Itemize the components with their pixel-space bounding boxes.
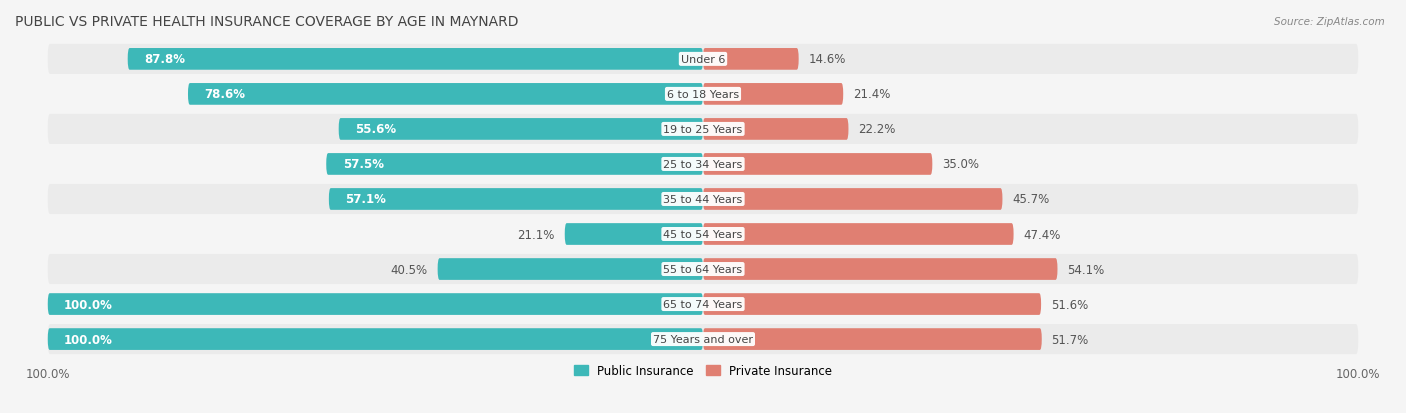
FancyBboxPatch shape (703, 84, 844, 105)
Text: 19 to 25 Years: 19 to 25 Years (664, 125, 742, 135)
FancyBboxPatch shape (703, 119, 848, 140)
FancyBboxPatch shape (48, 219, 1358, 249)
Text: 21.4%: 21.4% (853, 88, 890, 101)
FancyBboxPatch shape (703, 294, 1040, 315)
Text: 55 to 64 Years: 55 to 64 Years (664, 264, 742, 274)
FancyBboxPatch shape (48, 254, 1358, 285)
Text: Under 6: Under 6 (681, 55, 725, 65)
Text: 51.7%: 51.7% (1052, 333, 1088, 346)
Text: 40.5%: 40.5% (391, 263, 427, 276)
Text: PUBLIC VS PRIVATE HEALTH INSURANCE COVERAGE BY AGE IN MAYNARD: PUBLIC VS PRIVATE HEALTH INSURANCE COVER… (15, 15, 519, 29)
FancyBboxPatch shape (703, 223, 1014, 245)
FancyBboxPatch shape (703, 49, 799, 71)
FancyBboxPatch shape (565, 223, 703, 245)
Text: 51.6%: 51.6% (1050, 298, 1088, 311)
FancyBboxPatch shape (48, 294, 703, 315)
Text: 35 to 44 Years: 35 to 44 Years (664, 195, 742, 204)
FancyBboxPatch shape (48, 328, 703, 350)
Text: 65 to 74 Years: 65 to 74 Years (664, 299, 742, 309)
Text: 57.5%: 57.5% (343, 158, 384, 171)
FancyBboxPatch shape (703, 189, 1002, 210)
FancyBboxPatch shape (188, 84, 703, 105)
FancyBboxPatch shape (48, 185, 1358, 214)
Text: 22.2%: 22.2% (858, 123, 896, 136)
Text: Source: ZipAtlas.com: Source: ZipAtlas.com (1274, 17, 1385, 26)
Legend: Public Insurance, Private Insurance: Public Insurance, Private Insurance (569, 360, 837, 382)
FancyBboxPatch shape (437, 259, 703, 280)
FancyBboxPatch shape (703, 154, 932, 176)
Text: 45 to 54 Years: 45 to 54 Years (664, 230, 742, 240)
FancyBboxPatch shape (703, 259, 1057, 280)
Text: 14.6%: 14.6% (808, 53, 846, 66)
Text: 25 to 34 Years: 25 to 34 Years (664, 159, 742, 170)
Text: 45.7%: 45.7% (1012, 193, 1049, 206)
Text: 55.6%: 55.6% (356, 123, 396, 136)
FancyBboxPatch shape (48, 150, 1358, 180)
Text: 78.6%: 78.6% (204, 88, 246, 101)
Text: 54.1%: 54.1% (1067, 263, 1105, 276)
FancyBboxPatch shape (326, 154, 703, 176)
Text: 100.0%: 100.0% (65, 298, 112, 311)
FancyBboxPatch shape (48, 324, 1358, 354)
FancyBboxPatch shape (329, 189, 703, 210)
FancyBboxPatch shape (48, 80, 1358, 110)
Text: 6 to 18 Years: 6 to 18 Years (666, 90, 740, 100)
Text: 87.8%: 87.8% (143, 53, 186, 66)
FancyBboxPatch shape (339, 119, 703, 140)
Text: 21.1%: 21.1% (517, 228, 555, 241)
Text: 75 Years and over: 75 Years and over (652, 334, 754, 344)
Text: 47.4%: 47.4% (1024, 228, 1060, 241)
FancyBboxPatch shape (48, 45, 1358, 75)
Text: 35.0%: 35.0% (942, 158, 979, 171)
Text: 57.1%: 57.1% (346, 193, 387, 206)
FancyBboxPatch shape (128, 49, 703, 71)
FancyBboxPatch shape (48, 289, 1358, 319)
FancyBboxPatch shape (703, 328, 1042, 350)
FancyBboxPatch shape (48, 114, 1358, 145)
Text: 100.0%: 100.0% (65, 333, 112, 346)
